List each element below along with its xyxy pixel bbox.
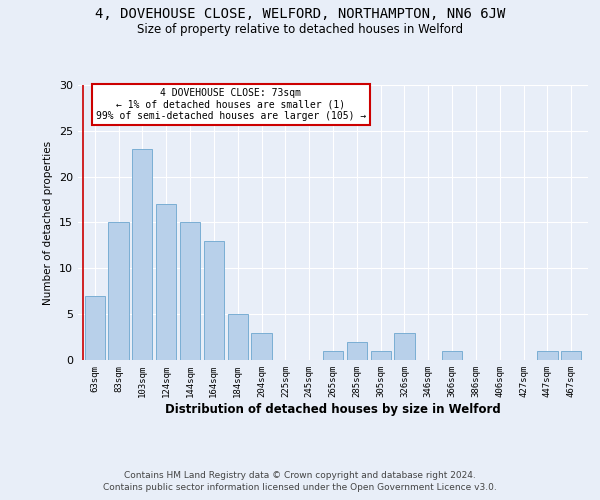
Text: 4, DOVEHOUSE CLOSE, WELFORD, NORTHAMPTON, NN6 6JW: 4, DOVEHOUSE CLOSE, WELFORD, NORTHAMPTON…	[95, 8, 505, 22]
Text: 4 DOVEHOUSE CLOSE: 73sqm
← 1% of detached houses are smaller (1)
99% of semi-det: 4 DOVEHOUSE CLOSE: 73sqm ← 1% of detache…	[96, 88, 366, 121]
Bar	[85, 296, 105, 360]
Text: Distribution of detached houses by size in Welford: Distribution of detached houses by size …	[165, 402, 501, 415]
Bar	[227, 314, 248, 360]
Bar	[109, 222, 128, 360]
Bar	[204, 241, 224, 360]
Bar	[180, 222, 200, 360]
Bar	[442, 351, 462, 360]
Text: Size of property relative to detached houses in Welford: Size of property relative to detached ho…	[137, 22, 463, 36]
Y-axis label: Number of detached properties: Number of detached properties	[43, 140, 53, 304]
Text: Contains HM Land Registry data © Crown copyright and database right 2024.: Contains HM Land Registry data © Crown c…	[124, 471, 476, 480]
Bar	[561, 351, 581, 360]
Bar	[251, 332, 272, 360]
Bar	[394, 332, 415, 360]
Text: Contains public sector information licensed under the Open Government Licence v3: Contains public sector information licen…	[103, 484, 497, 492]
Bar	[538, 351, 557, 360]
Bar	[347, 342, 367, 360]
Bar	[156, 204, 176, 360]
Bar	[323, 351, 343, 360]
Bar	[371, 351, 391, 360]
Bar	[132, 149, 152, 360]
